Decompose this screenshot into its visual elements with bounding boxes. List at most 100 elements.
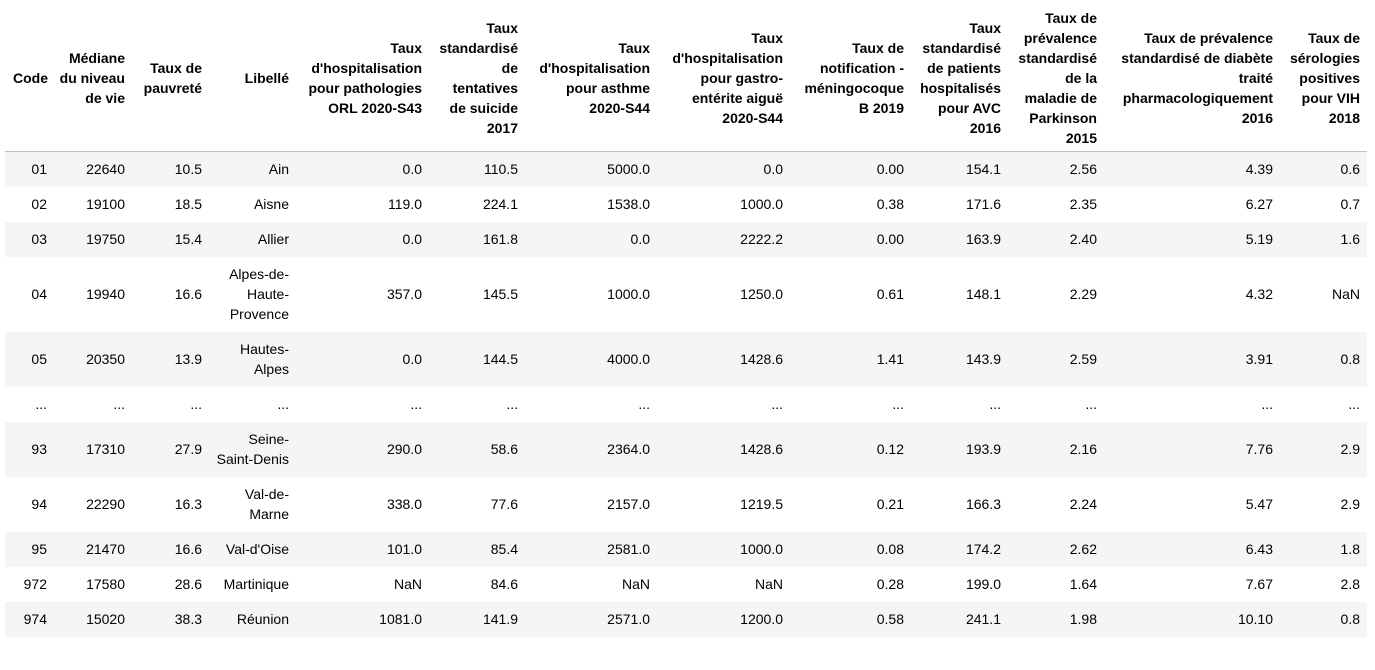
cell-orl: 0.0: [296, 151, 429, 187]
column-header-parkinson: Taux de prévalence standardisé de la mal…: [1008, 5, 1104, 152]
cell-diabete: 4.39: [1104, 151, 1280, 187]
cell-suicide: 77.6: [429, 477, 525, 532]
table-row: 01 22640 10.5 Ain 0.0 110.5 5000.0 0.0 0.00 154.1…: [5, 151, 1367, 187]
cell-libelle: Val-d'Oise: [209, 532, 296, 567]
cell-suicide: 58.6: [429, 422, 525, 477]
cell-parkinson: 1.64: [1008, 567, 1104, 602]
cell-parkinson: 2.40: [1008, 222, 1104, 257]
column-header-meningocoque-b: Taux de notification - méningocoque B 20…: [790, 5, 911, 152]
cell-meningocoque: ...: [790, 387, 911, 422]
cell-libelle: Ain: [209, 151, 296, 187]
table-body: 01 22640 10.5 Ain 0.0 110.5 5000.0 0.0 0.00 154.1…: [5, 151, 1367, 637]
cell-avc: 166.3: [911, 477, 1008, 532]
cell-suicide: 110.5: [429, 151, 525, 187]
table-row: 02 19100 18.5 Aisne 119.0 224.1 1538.0 1000.0 0.…: [5, 187, 1367, 222]
cell-gastro: NaN: [657, 567, 790, 602]
cell-meningocoque: 1.41: [790, 332, 911, 387]
cell-code: 04: [5, 257, 54, 332]
cell-pauvrete: 18.5: [132, 187, 209, 222]
cell-vih: 1.8: [1280, 532, 1367, 567]
cell-diabete: ...: [1104, 387, 1280, 422]
column-header-hospitalisation-asthme: Taux d'hospitalisation pour asthme 2020-…: [525, 5, 657, 152]
cell-meningocoque: 0.61: [790, 257, 911, 332]
cell-meningocoque: 0.00: [790, 151, 911, 187]
cell-code: 01: [5, 151, 54, 187]
cell-orl: ...: [296, 387, 429, 422]
cell-avc: ...: [911, 387, 1008, 422]
cell-avc: 143.9: [911, 332, 1008, 387]
table-row: 05 20350 13.9 Hautes-Alpes 0.0 144.5 4000.0 142…: [5, 332, 1367, 387]
cell-orl: 290.0: [296, 422, 429, 477]
column-header-diabete: Taux de prévalence standardisé de diabèt…: [1104, 5, 1280, 152]
column-header-hospitalisation-gastro: Taux d'hospitalisation pour gastro-entér…: [657, 5, 790, 152]
cell-pauvrete: 16.6: [132, 257, 209, 332]
column-header-libelle: Libellé: [209, 5, 296, 152]
column-header-hospitalisation-orl: Taux d'hospitalisation pour pathologies …: [296, 5, 429, 152]
cell-asthme: 2571.0: [525, 602, 657, 637]
cell-gastro: ...: [657, 387, 790, 422]
cell-vih: 1.6: [1280, 222, 1367, 257]
cell-mediane: 15020: [54, 602, 132, 637]
cell-code: 974: [5, 602, 54, 637]
cell-code: 94: [5, 477, 54, 532]
table-row: 03 19750 15.4 Allier 0.0 161.8 0.0 2222.2 0.00 16…: [5, 222, 1367, 257]
cell-avc: 163.9: [911, 222, 1008, 257]
cell-orl: NaN: [296, 567, 429, 602]
cell-suicide: 85.4: [429, 532, 525, 567]
cell-diabete: 5.19: [1104, 222, 1280, 257]
cell-vih: 0.8: [1280, 602, 1367, 637]
cell-mediane: 22640: [54, 151, 132, 187]
cell-mediane: 19750: [54, 222, 132, 257]
cell-avc: 154.1: [911, 151, 1008, 187]
cell-parkinson: 2.35: [1008, 187, 1104, 222]
cell-mediane: ...: [54, 387, 132, 422]
cell-pauvrete: 15.4: [132, 222, 209, 257]
cell-gastro: 1000.0: [657, 187, 790, 222]
cell-code: 02: [5, 187, 54, 222]
cell-asthme: NaN: [525, 567, 657, 602]
cell-avc: 174.2: [911, 532, 1008, 567]
cell-code: 05: [5, 332, 54, 387]
cell-code: 95: [5, 532, 54, 567]
table-row: 95 21470 16.6 Val-d'Oise 101.0 85.4 2581.0 1000…: [5, 532, 1367, 567]
cell-orl: 1081.0: [296, 602, 429, 637]
cell-libelle: Réunion: [209, 602, 296, 637]
cell-parkinson: 2.29: [1008, 257, 1104, 332]
cell-orl: 119.0: [296, 187, 429, 222]
cell-diabete: 5.47: [1104, 477, 1280, 532]
cell-parkinson: 1.98: [1008, 602, 1104, 637]
cell-orl: 338.0: [296, 477, 429, 532]
cell-orl: 0.0: [296, 222, 429, 257]
cell-parkinson: 2.24: [1008, 477, 1104, 532]
table-row: 974 15020 38.3 Réunion 1081.0 141.9 2571.0 1200…: [5, 602, 1367, 637]
column-header-taux-pauvrete: Taux de pauvreté: [132, 5, 209, 152]
cell-suicide: 141.9: [429, 602, 525, 637]
cell-asthme: 5000.0: [525, 151, 657, 187]
cell-mediane: 20350: [54, 332, 132, 387]
cell-vih: 2.9: [1280, 422, 1367, 477]
cell-suicide: 144.5: [429, 332, 525, 387]
cell-asthme: 1538.0: [525, 187, 657, 222]
cell-vih: 0.6: [1280, 151, 1367, 187]
cell-pauvrete: 16.3: [132, 477, 209, 532]
cell-vih: 0.7: [1280, 187, 1367, 222]
cell-meningocoque: 0.28: [790, 567, 911, 602]
table-row: .......................................: [5, 387, 1367, 422]
cell-pauvrete: 16.6: [132, 532, 209, 567]
table-row: 04 19940 16.6 Alpes-de-Haute-Provence 357.0 1…: [5, 257, 1367, 332]
cell-libelle: Martinique: [209, 567, 296, 602]
cell-code: 03: [5, 222, 54, 257]
cell-parkinson: ...: [1008, 387, 1104, 422]
cell-libelle: Seine-Saint-Denis: [209, 422, 296, 477]
cell-meningocoque: 0.08: [790, 532, 911, 567]
cell-code: 972: [5, 567, 54, 602]
cell-diabete: 4.32: [1104, 257, 1280, 332]
cell-code: 93: [5, 422, 54, 477]
cell-mediane: 21470: [54, 532, 132, 567]
cell-gastro: 1200.0: [657, 602, 790, 637]
cell-asthme: 0.0: [525, 222, 657, 257]
cell-gastro: 0.0: [657, 151, 790, 187]
cell-parkinson: 2.16: [1008, 422, 1104, 477]
cell-vih: NaN: [1280, 257, 1367, 332]
cell-asthme: 2157.0: [525, 477, 657, 532]
